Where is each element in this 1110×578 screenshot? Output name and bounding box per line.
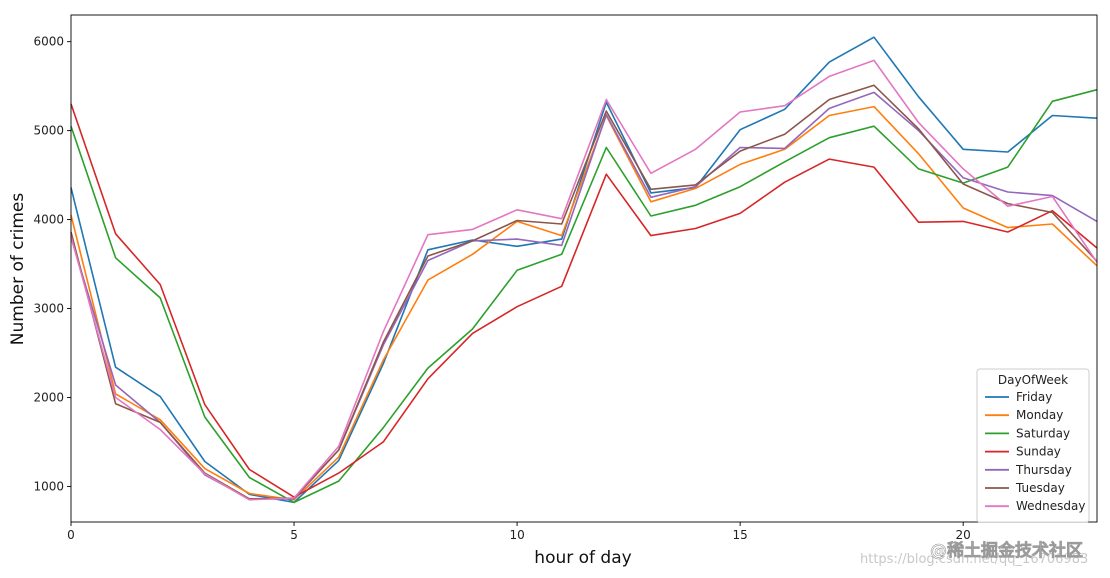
x-tick-label: 20: [956, 528, 971, 542]
legend-box: [976, 368, 1090, 523]
y-axis-label: Number of crimes: [8, 193, 28, 346]
axes-frame: [70, 14, 1098, 523]
y-tick-label: 3000: [33, 302, 64, 316]
series-line-sunday: [70, 103, 1098, 498]
legend-title: DayOfWeek: [998, 373, 1068, 387]
x-axis-label: hour of day: [534, 548, 631, 568]
x-tick-label: 0: [67, 528, 75, 542]
watermark: https://blog.csdn.net/qq_16706983 @稀土掘金技…: [860, 540, 1088, 567]
legend: DayOfWeek Friday Monday Saturday Sunday Thurs…: [976, 368, 1090, 523]
legend-label-sunday: Sunday: [1016, 445, 1061, 459]
series-line-monday: [70, 105, 1098, 501]
x-tick-label: 5: [290, 528, 298, 542]
legend-label-saturday: Saturday: [1016, 426, 1070, 440]
axes: 0 5 10 15 20 1000 2000 3000 4000 5000 6000: [33, 14, 1098, 542]
legend-label-wednesday: Wednesday: [1016, 499, 1085, 513]
plot-background: [71, 15, 1097, 522]
legend-label-monday: Monday: [1016, 408, 1063, 422]
legend-label-thursday: Thursday: [1015, 463, 1072, 477]
series-lines: [70, 36, 1098, 504]
series-line-saturday: [70, 88, 1098, 504]
x-tick-label: 15: [732, 528, 747, 542]
y-tick-label: 4000: [33, 213, 64, 227]
legend-label-friday: Friday: [1016, 390, 1052, 404]
y-tick-label: 1000: [33, 479, 64, 493]
x-tick-label: 10: [509, 528, 524, 542]
series-line-wednesday: [70, 59, 1098, 501]
watermark-logo: @稀土掘金技术社区: [930, 540, 1083, 561]
y-tick-label: 2000: [33, 390, 64, 404]
y-tick-label: 5000: [33, 124, 64, 138]
legend-label-tuesday: Tuesday: [1015, 481, 1065, 495]
y-tick-label: 6000: [33, 35, 64, 49]
plot-area: [71, 15, 1097, 522]
watermark-url: https://blog.csdn.net/qq_16706983: [860, 552, 1088, 567]
